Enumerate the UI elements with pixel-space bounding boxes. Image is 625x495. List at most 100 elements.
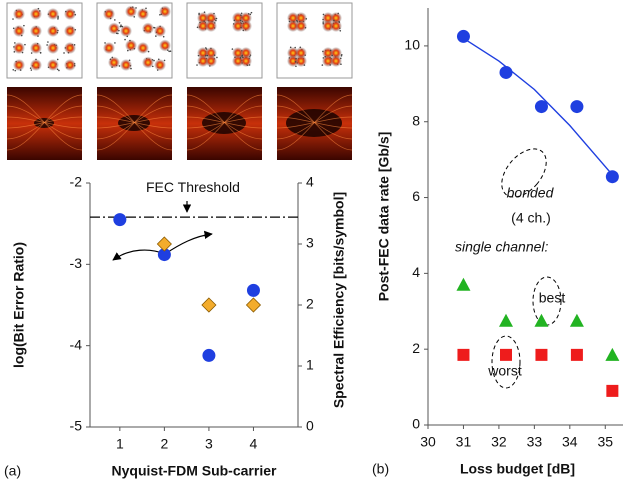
constellation-point: [125, 6, 137, 18]
constellation-point: [295, 20, 307, 32]
constellation-point: [47, 25, 59, 37]
scatter-noise: [63, 52, 65, 54]
constellation-point: [30, 25, 42, 37]
data-point: [456, 278, 470, 291]
constellation-frame: [277, 3, 352, 78]
constellation-point: [13, 8, 25, 20]
constellation-point: [137, 42, 149, 54]
scatter-noise: [12, 69, 14, 71]
scatter-noise: [120, 24, 122, 26]
data-point: [605, 348, 619, 361]
y-axis-label: log(Bit Error Ratio): [11, 242, 27, 368]
scatter-noise: [12, 18, 14, 20]
data-point: [247, 284, 260, 297]
y-tick-label: -4: [70, 336, 83, 352]
data-point: [570, 314, 584, 327]
constellation-point: [120, 59, 132, 71]
scatter-noise: [23, 25, 25, 27]
data-point: [202, 298, 216, 312]
data-point: [202, 349, 215, 362]
constellation-point: [205, 55, 217, 67]
constellation-point: [137, 8, 149, 20]
constellation-point: [240, 20, 252, 32]
constellation-point: [159, 6, 171, 18]
annotation: (4 ch.): [511, 210, 551, 226]
constellation-point: [13, 42, 25, 54]
y-tick-label: 4: [412, 264, 420, 280]
x-axis-label: Nyquist-FDM Sub-carrier: [112, 463, 277, 479]
scatter-noise: [205, 47, 207, 49]
constellation-point: [295, 55, 307, 67]
annotation: single channel:: [455, 239, 549, 255]
scatter-noise: [215, 20, 217, 22]
x-tick-label: 2: [160, 436, 168, 452]
page: {"chart_data": [ {"type": "scatter", "pa…: [0, 0, 625, 495]
constellation-point: [30, 8, 42, 20]
constellation-point: [330, 20, 342, 32]
x-tick-label: 32: [491, 434, 507, 450]
y-tick-label: -2: [70, 174, 83, 190]
data-point: [500, 349, 512, 361]
y2-axis-label: Spectral Efficiency [bits/symbol]: [331, 192, 347, 408]
data-point: [606, 385, 618, 397]
constellation-point: [30, 59, 42, 71]
scatter-noise: [214, 54, 216, 56]
data-point: [534, 314, 548, 327]
constellation-point: [47, 42, 59, 54]
x-tick-label: 34: [562, 434, 578, 450]
y-tick-label: 2: [412, 340, 420, 356]
x-tick-label: 33: [527, 434, 543, 450]
data-point: [457, 349, 469, 361]
scatter-noise: [124, 39, 126, 41]
y2-tick-label: 2: [306, 296, 314, 312]
scatter-noise: [57, 18, 59, 20]
scatter-noise: [58, 70, 60, 72]
y-tick-label: 0: [412, 416, 420, 432]
figure: -5-4-3-2012341234Nyquist-FDM Sub-carrier…: [0, 0, 625, 495]
constellation-point: [13, 59, 25, 71]
constellation-point: [108, 23, 120, 35]
data-point: [499, 314, 513, 327]
x-tick-label: 31: [456, 434, 472, 450]
scatter-noise: [114, 42, 116, 44]
scatter-noise: [198, 55, 200, 57]
y-tick-label: 6: [412, 188, 420, 204]
threshold-label: FEC Threshold: [146, 179, 240, 195]
constellation-point: [142, 57, 154, 69]
y2-tick-label: 0: [306, 418, 314, 434]
data-point: [570, 100, 583, 113]
constellation-point: [330, 55, 342, 67]
data-point: [246, 298, 260, 312]
scatter-noise: [251, 12, 253, 14]
annotation: bonded: [507, 185, 555, 201]
x-tick-label: 30: [420, 434, 436, 450]
constellation-point: [120, 25, 132, 37]
scatter-noise: [341, 55, 343, 57]
scatter-noise: [240, 20, 242, 22]
y-axis-label: Post-FEC data rate [Gb/s]: [376, 132, 392, 302]
scatter-noise: [168, 51, 170, 53]
data-point: [535, 100, 548, 113]
scatter-noise: [57, 59, 59, 61]
constellation-point: [154, 59, 166, 71]
constellation-point: [30, 42, 42, 54]
scatter-noise: [24, 44, 26, 46]
scatter-noise: [47, 41, 49, 43]
y-tick-label: 8: [412, 112, 420, 128]
constellation-point: [47, 59, 59, 71]
constellation-point: [47, 8, 59, 20]
constellation-point: [240, 55, 252, 67]
scatter-noise: [153, 60, 155, 62]
scatter-noise: [163, 36, 165, 38]
data-point: [571, 349, 583, 361]
x-tick-label: 1: [116, 436, 124, 452]
y-tick-label: -5: [70, 418, 83, 434]
constellation-point: [103, 8, 115, 20]
x-tick-label: 35: [597, 434, 613, 450]
annotation: worst: [487, 363, 522, 379]
scatter-noise: [114, 19, 116, 21]
scatter-noise: [242, 54, 244, 56]
constellation-point: [64, 25, 76, 37]
panel-label: (b): [372, 461, 389, 477]
scatter-noise: [232, 48, 234, 50]
